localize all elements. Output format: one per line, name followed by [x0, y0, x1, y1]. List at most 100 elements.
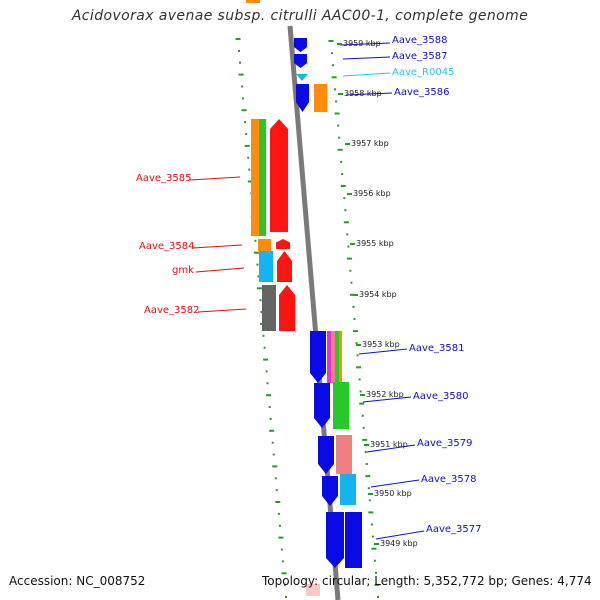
label-leader-line [362, 396, 412, 403]
track-dot [344, 209, 347, 212]
track-dot [244, 121, 247, 124]
feature-bar [339, 331, 342, 383]
track-dot [247, 156, 250, 159]
track-dot [274, 477, 277, 480]
feature-bar [259, 251, 273, 282]
gene-label: Aave_3582 [144, 305, 200, 316]
track-dot [350, 281, 353, 284]
track-dot [278, 536, 284, 539]
track-dot [245, 133, 248, 135]
track-dot [272, 465, 278, 468]
kbp-tick-mark [364, 444, 369, 446]
track-dot [269, 417, 272, 420]
gene-arrow [294, 38, 307, 52]
kbp-tick-label: 3949 kbp [380, 539, 418, 548]
label-leader-line [366, 444, 416, 453]
gene-arrow [270, 119, 288, 232]
track-dot [371, 535, 374, 538]
track-dot [281, 572, 287, 575]
accession-text: Accession: NC_008752 [9, 574, 146, 588]
track-dot [238, 73, 244, 76]
label-leader-line [375, 530, 425, 540]
label-leader-line [339, 42, 391, 46]
track-dot [278, 524, 281, 527]
feature-bar [262, 285, 276, 331]
track-dot [355, 342, 358, 345]
track-dot [337, 124, 340, 127]
track-dot [334, 112, 340, 115]
gene-label: Aave_3584 [139, 241, 195, 252]
track-dot [332, 64, 334, 67]
kbp-tick-label: 3955 kbp [356, 239, 394, 248]
track-dot [275, 501, 281, 503]
gene-label: gmk [172, 265, 194, 276]
track-dot [373, 559, 376, 562]
kbp-tick-label: 3954 kbp [359, 290, 397, 299]
feature-bar [258, 239, 271, 251]
track-dot [353, 318, 356, 320]
track-dot [265, 370, 268, 373]
kbp-tick-label: 3952 kbp [366, 390, 404, 399]
track-dot [263, 346, 266, 349]
track-dot [285, 596, 287, 598]
label-leader-line [195, 267, 245, 273]
track-dot [266, 394, 272, 397]
track-dot [346, 233, 349, 236]
kbp-tick-label: 3958 kbp [344, 89, 382, 98]
track-dot [266, 382, 269, 385]
track-dot [254, 239, 257, 242]
track-dot [262, 334, 265, 337]
track-dot [268, 406, 271, 408]
kbp-tick-mark [338, 93, 343, 95]
track-dot [361, 414, 364, 417]
gene-label: Aave_3577 [426, 524, 482, 535]
gene-label: Aave_3588 [392, 35, 448, 46]
track-dot [340, 160, 343, 163]
track-dot [238, 49, 240, 52]
track-dot [259, 299, 262, 302]
track-dot [247, 180, 253, 183]
feature-bar [251, 119, 262, 236]
kbp-tick-mark [345, 143, 350, 145]
track-dot [335, 100, 338, 103]
feature-bar [333, 382, 349, 429]
feature-bar [340, 474, 356, 505]
kbp-tick-mark [360, 394, 365, 396]
track-dot [375, 571, 377, 574]
track-dot [352, 305, 355, 308]
top-orange-fragment [246, 0, 260, 3]
track-dot [367, 487, 370, 490]
kbp-tick-mark [368, 493, 373, 495]
kbp-tick-label: 3959 kbp [343, 39, 381, 48]
gene-arrow [318, 436, 334, 474]
topology-text: Topology: circular; Length: 5,352,772 bp… [262, 574, 592, 588]
track-dot [256, 263, 259, 266]
dotted-track-lines [235, 0, 380, 598]
gene-arrow [276, 239, 290, 249]
track-dot [349, 269, 352, 272]
kbp-tick-label: 3951 kbp [370, 440, 408, 449]
track-dot [241, 85, 244, 88]
track-dot [340, 185, 346, 187]
genome-title: Acidovorax avenae subsp. citrulli AAC00-… [71, 8, 529, 24]
track-dot [257, 275, 260, 278]
kbp-tick-mark [374, 543, 379, 545]
gene-label: Aave_3578 [421, 474, 477, 485]
track-dot [368, 511, 374, 514]
track-dot [331, 52, 333, 55]
feature-bar [314, 84, 327, 112]
label-leader-line [342, 72, 391, 77]
track-dot [362, 426, 365, 429]
track-dot [364, 451, 367, 453]
gene-arrow [279, 285, 295, 331]
kbp-tick-label: 3953 kbp [362, 340, 400, 349]
track-dot [370, 523, 373, 526]
track-dot [358, 378, 361, 381]
track-dot [272, 453, 275, 456]
track-dot [241, 109, 247, 112]
track-dot [343, 221, 349, 224]
track-dot [374, 583, 380, 586]
track-dot [346, 257, 352, 260]
gene-label: Aave_3586 [394, 87, 450, 98]
